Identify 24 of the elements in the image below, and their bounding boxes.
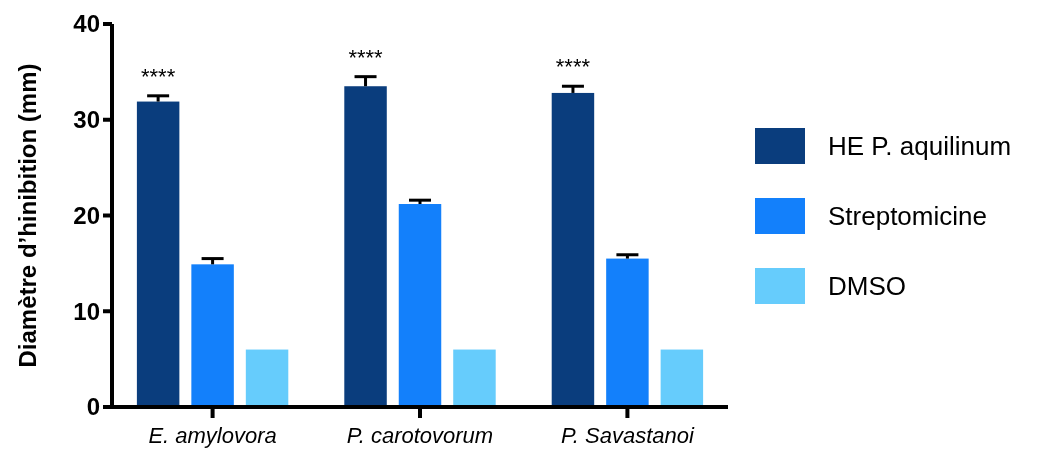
x-tick-label: P. carotovorum [346, 423, 494, 448]
legend-label: Streptomicine [828, 201, 987, 232]
legend-label: DMSO [828, 271, 906, 302]
x-tick-label: E. amylovora [148, 423, 277, 448]
y-tick-label: 10 [73, 297, 100, 325]
y-tick-label: 30 [73, 106, 100, 134]
bar [551, 92, 595, 407]
y-tick-label: 0 [86, 393, 100, 421]
annotation: **** [348, 44, 384, 70]
bar [245, 349, 289, 407]
bar [660, 349, 704, 407]
y-tick-label: 20 [73, 201, 100, 229]
bar [344, 86, 387, 407]
bar [136, 101, 180, 407]
x-tick-label: P. Savastanoi [560, 423, 695, 448]
bar [191, 264, 234, 407]
bar [606, 258, 649, 407]
y-axis-title: Diamètre d’hinibition (mm) [14, 63, 41, 368]
annotation: **** [555, 54, 591, 80]
legend-label: HE P. aquilinum [828, 131, 1012, 162]
bar [453, 349, 496, 407]
annotation: **** [141, 63, 176, 89]
y-tick-label: 40 [73, 10, 100, 38]
bar [398, 204, 442, 407]
